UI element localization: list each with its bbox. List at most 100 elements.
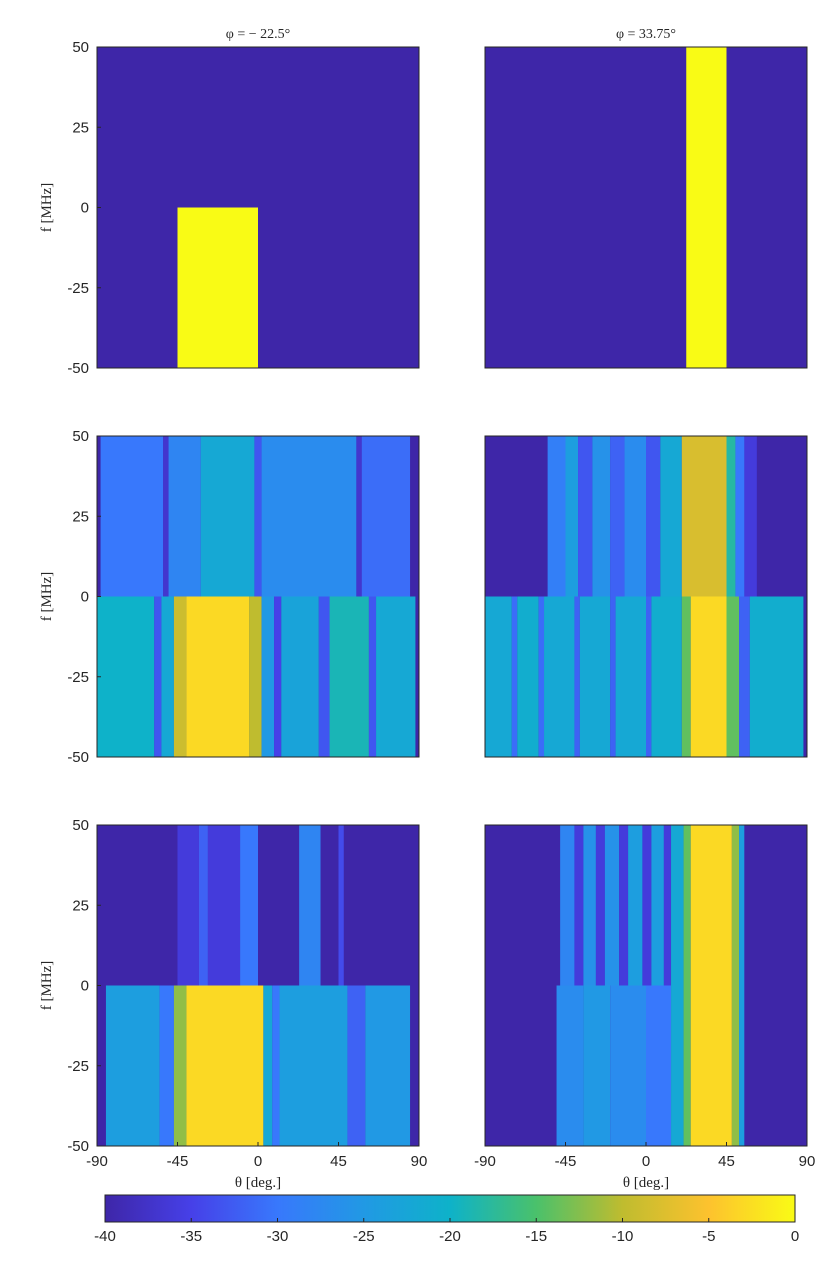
heatmap-band-lower [610,596,616,757]
heatmap-band-lower [154,596,162,757]
heatmap-band-lower [249,596,262,757]
axes-frame [484,46,808,369]
x-tick-label: 45 [718,1153,735,1170]
heatmap-band-upper [683,825,691,986]
x-axis-label: θ [deg.] [623,1175,669,1191]
heatmap-panels: φ = − 22.5° 50 25 0 -25 -50 f [MHz] φ = 33.75° 5… [39,27,815,1191]
heatmap-band-upper [258,825,300,986]
heatmap-band-upper [739,825,745,986]
heatmap-band-lower [279,985,348,1146]
heatmap-band-lower [517,596,539,757]
heatmap-band-upper [726,436,736,597]
heatmap-band-upper [163,436,169,597]
panel-title: φ = − 22.5° [226,27,290,42]
x-tick-label: 90 [411,1153,428,1170]
heatmap-band-lower [739,596,750,757]
x-tick-label: 45 [330,1153,347,1170]
heatmap-band-upper [168,436,201,597]
heatmap-band-upper [592,436,611,597]
y-tick-label: -50 [67,1138,89,1155]
heatmap-band-lower [329,596,369,757]
y-tick-label: 25 [72,119,89,136]
heatmap-band-upper [485,436,548,597]
y-tick-label: 50 [72,39,89,56]
heatmap-band-lower [583,985,611,1146]
heatmap-band-lower [544,596,575,757]
heatmap-band-upper [660,436,682,597]
heatmap-band-lower [485,596,512,757]
heatmap-band-lower [731,985,740,1146]
heatmap-band-upper [177,825,199,986]
x-tick-label: -45 [555,1153,577,1170]
y-tick-label: -25 [67,280,89,297]
heatmap-band-upper [735,436,745,597]
heatmap-band-lower [726,596,740,757]
y-tick-label: 50 [72,428,89,445]
heatmap-band-upper [663,825,672,986]
heatmap-band-upper [200,436,255,597]
heatmap-band-lower [97,596,155,757]
colorbar-gradient [104,1194,796,1223]
colorbar-tick-label: -20 [439,1228,461,1245]
heatmap-band-lower [261,596,275,757]
heatmap-band-lower [690,985,732,1146]
panel-row2-col2 [484,435,808,758]
heatmap-band-upper [583,825,596,986]
heatmap-band-upper [198,825,208,986]
heatmap-band-lower [646,985,672,1146]
colorbar-tick-label: -35 [180,1228,202,1245]
heatmap-band-lower [749,596,804,757]
y-tick-label: 0 [81,589,89,606]
heatmap-band-upper [320,825,339,986]
heatmap-band-lower [274,596,282,757]
heatmap-band-upper [560,825,575,986]
heatmap-band-upper [338,825,344,986]
heatmap-band-lower [615,596,646,757]
heatmap-band-upper [604,825,620,986]
x-tick-label: 0 [642,1153,650,1170]
heatmap-band-upper [610,436,625,597]
y-tick-label: 0 [81,978,89,995]
colorbar-tick-label: -10 [612,1228,634,1245]
heatmap-band-lower [690,596,727,757]
heatmap-band-upper [744,436,757,597]
panel-row1-col2: φ = 33.75° [484,27,808,369]
heatmap-band-upper [356,436,362,597]
colorbar-tick-label: -5 [702,1228,715,1245]
heatmap-band-upper [299,825,321,986]
heatmap-band-upper [343,825,419,986]
x-axis-label: θ [deg.] [235,1175,281,1191]
heatmap-band-upper [651,825,664,986]
panel-row3-col2: -90 -45 0 45 90 θ [deg.] [474,824,816,1191]
heatmap-band-upper [547,436,566,597]
heatmap-band-lower [681,596,691,757]
x-tick-label: 90 [799,1153,816,1170]
heatmap-band-upper [254,436,262,597]
x-tick-label: 0 [254,1153,262,1170]
heatmap-band-upper [240,825,258,986]
y-tick-label: 0 [81,200,89,217]
heatmap-band-lower [365,985,411,1146]
heatmap-band-lower [105,985,160,1146]
heatmap-block [686,47,727,368]
y-tick-label: -50 [67,360,89,377]
x-tick-label: -90 [474,1153,496,1170]
heatmap-band-upper [671,825,684,986]
colorbar-tick-label: -40 [94,1228,116,1245]
panel-row2-col1: 50 25 0 -25 -50 f [MHz] [39,428,420,766]
y-tick-label: 25 [72,508,89,525]
heatmap-band-upper [744,825,807,986]
heatmap-band-upper [361,436,411,597]
heatmap-band-upper [731,825,740,986]
heatmap-band-upper [574,825,584,986]
colorbar: -40 -35 -30 -25 -20 -15 -10 -5 0 [94,1194,799,1245]
heatmap-band-upper [207,825,241,986]
heatmap-band-upper [485,825,561,986]
heatmap-band-lower [186,985,264,1146]
heatmap-band-lower [744,985,807,1146]
heatmap-band-upper [261,436,357,597]
heatmap-band-lower [511,596,518,757]
y-axis-label: f [MHz] [39,961,55,1011]
heatmap-band-lower [739,985,745,1146]
heatmap-band-lower [159,985,174,1146]
